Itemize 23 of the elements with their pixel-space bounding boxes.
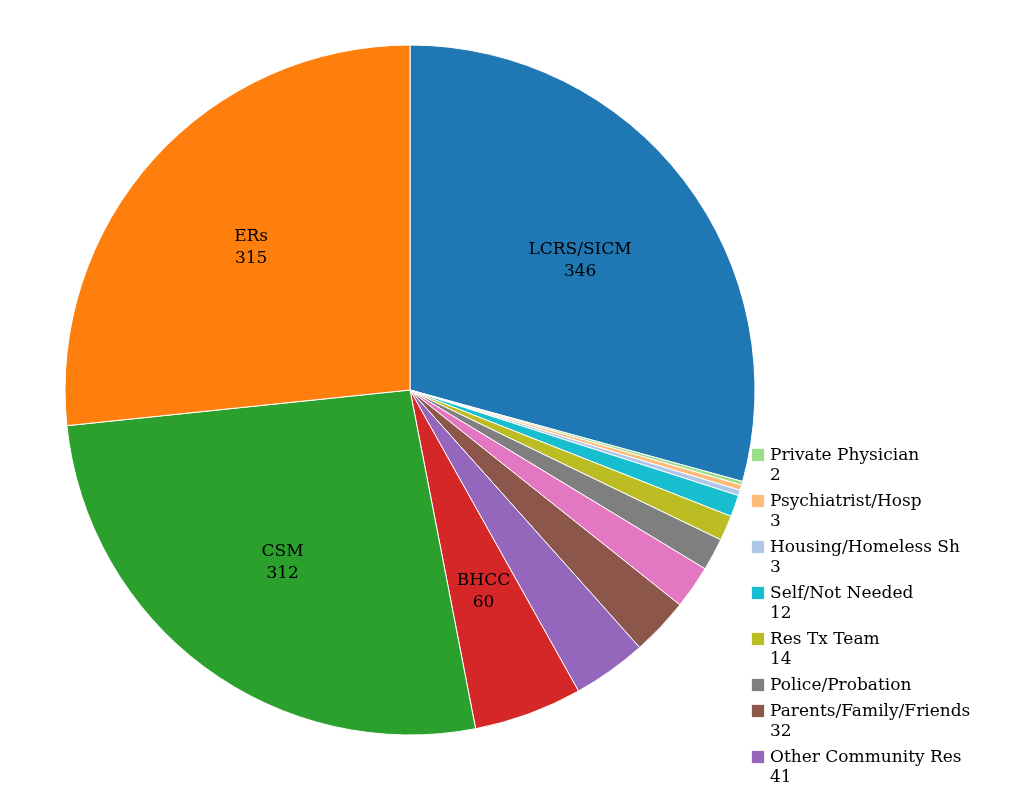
data-label: 3 bbox=[770, 556, 781, 576]
data-label: 32 bbox=[770, 720, 792, 740]
legend-label: Other Community Res bbox=[770, 746, 962, 766]
legend-label: Housing/Homeless Sh bbox=[770, 536, 960, 556]
data-label: 315 bbox=[234, 246, 268, 267]
data-label: 2 bbox=[770, 464, 781, 484]
data-label: 60 bbox=[472, 590, 495, 611]
data-label: 312 bbox=[266, 561, 299, 582]
data-label: 3 bbox=[770, 510, 781, 530]
slice-label: CSM bbox=[261, 539, 304, 560]
legend-label: Psychiatrist/Hosp bbox=[770, 490, 922, 510]
legend-label: Police/Probation bbox=[770, 674, 912, 694]
slice-label: BHCC bbox=[456, 568, 511, 589]
legend-label: Res Tx Team bbox=[770, 628, 880, 648]
data-label: 14 bbox=[770, 648, 792, 668]
legend-label: Self/Not Needed bbox=[770, 582, 914, 602]
slice-label: ERs bbox=[234, 224, 269, 245]
slice-label: LCRS/SICM bbox=[528, 238, 632, 259]
data-label: 346 bbox=[563, 260, 597, 281]
legend-label: Private Physician bbox=[770, 444, 920, 464]
data-label: 12 bbox=[770, 602, 792, 622]
legend-label: Parents/Family/Friends bbox=[770, 700, 971, 720]
data-label: 41 bbox=[770, 766, 792, 786]
